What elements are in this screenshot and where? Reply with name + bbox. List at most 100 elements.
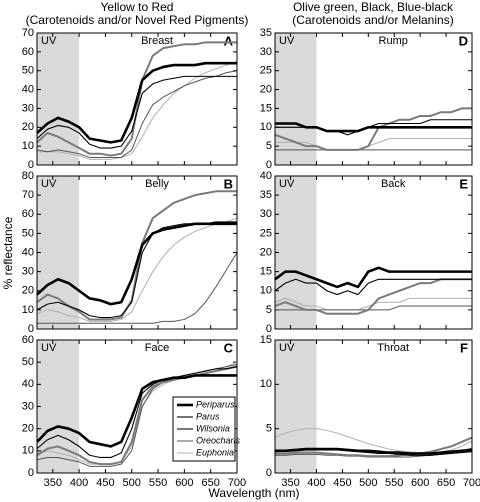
y-tick-label: 20 xyxy=(260,246,272,258)
uv-band xyxy=(37,33,80,165)
y-tick-label: 40 xyxy=(22,378,34,390)
panel-letter: E xyxy=(459,176,468,191)
panel-title: Throat xyxy=(377,342,409,354)
series-line xyxy=(37,252,238,324)
uv-label: UV xyxy=(41,342,57,354)
x-tick-label: 700 xyxy=(228,477,246,489)
panel-letter: F xyxy=(460,340,468,355)
panel-title: Face xyxy=(145,342,169,354)
uv-band xyxy=(37,176,80,329)
series-line xyxy=(274,266,472,289)
y-tick-label: 60 xyxy=(22,208,34,220)
column-title: Olive green, Black, Blue-black xyxy=(293,0,454,14)
x-tick-label: 400 xyxy=(307,477,325,489)
y-tick-label: 5 xyxy=(266,140,272,152)
x-tick-label: 600 xyxy=(175,477,193,489)
x-tick-label: 700 xyxy=(463,477,480,489)
uv-label: UV xyxy=(41,35,57,47)
y-tick-label: 30 xyxy=(260,46,272,58)
x-tick-label: 450 xyxy=(96,477,114,489)
uv-label: UV xyxy=(41,178,57,190)
x-tick-label: 500 xyxy=(359,477,377,489)
panel-letter: B xyxy=(224,176,233,191)
uv-label: UV xyxy=(279,342,295,354)
plot-frame xyxy=(274,339,473,474)
legend-label: Periparus xyxy=(196,399,235,409)
series-line xyxy=(275,447,473,455)
series-line xyxy=(36,366,238,459)
series-line xyxy=(274,107,472,151)
y-tick-label: 10 xyxy=(22,140,34,152)
series-line xyxy=(36,217,238,322)
y-tick-label: 40 xyxy=(260,170,272,182)
panel-letter: D xyxy=(459,33,468,48)
y-tick-label: 50 xyxy=(22,356,34,368)
legend-label: Euphonia xyxy=(196,447,234,457)
x-tick-label: 650 xyxy=(202,477,220,489)
legend-label: Parus xyxy=(196,411,220,421)
y-tick-label: 25 xyxy=(260,227,272,239)
y-tick-label: 50 xyxy=(22,227,34,239)
y-tick-label: 60 xyxy=(22,46,34,58)
x-tick-label: 550 xyxy=(385,477,403,489)
series-line xyxy=(36,61,237,144)
y-tick-label: 0 xyxy=(28,323,34,335)
legend-label: Oreocharis xyxy=(196,435,241,445)
panel-title: Rump xyxy=(379,35,408,47)
x-tick-label: 550 xyxy=(149,477,167,489)
series-line xyxy=(274,278,472,296)
y-tick-label: 5 xyxy=(266,423,272,435)
y-tick-label: 10 xyxy=(22,445,34,457)
series-line xyxy=(36,222,237,306)
x-tick-label: 450 xyxy=(333,477,351,489)
y-tick-label: 40 xyxy=(22,246,34,258)
y-tick-label: 0 xyxy=(28,159,34,171)
y-tick-label: 10 xyxy=(22,304,34,316)
panel-title: Belly xyxy=(145,178,169,190)
series-line xyxy=(36,374,237,448)
series-line xyxy=(36,41,237,157)
series-line xyxy=(36,75,237,149)
y-tick-label: 50 xyxy=(22,65,34,77)
y-tick-label: 15 xyxy=(260,334,272,346)
plot-frame xyxy=(36,339,238,474)
series-line xyxy=(274,278,472,315)
legend-label: Wilsonia xyxy=(196,423,230,433)
column-title: Yellow to Red xyxy=(101,0,174,14)
y-tick-label: 40 xyxy=(22,83,34,95)
y-tick-label: 70 xyxy=(22,189,34,201)
y-tick-label: 80 xyxy=(22,170,34,182)
series-line xyxy=(37,60,238,160)
y-axis-label: % reflectance xyxy=(1,216,15,289)
x-tick-label: 350 xyxy=(281,477,299,489)
series-line xyxy=(275,436,473,458)
y-tick-label: 10 xyxy=(260,378,272,390)
column-title: (Carotenoids and/or Novel Red Pigments) xyxy=(26,13,249,27)
series-line xyxy=(36,365,238,466)
panel-title: Breast xyxy=(141,35,173,47)
y-tick-label: 20 xyxy=(22,423,34,435)
panel-letter: A xyxy=(224,33,234,48)
y-tick-label: 0 xyxy=(28,467,34,479)
y-tick-label: 30 xyxy=(260,208,272,220)
y-tick-label: 70 xyxy=(22,27,34,39)
y-tick-label: 0 xyxy=(266,467,272,479)
y-tick-label: 20 xyxy=(260,83,272,95)
y-tick-label: 10 xyxy=(260,285,272,297)
y-tick-label: 5 xyxy=(266,304,272,316)
y-tick-label: 35 xyxy=(260,27,272,39)
series-line xyxy=(275,138,472,151)
x-tick-label: 500 xyxy=(123,477,141,489)
series-line xyxy=(36,70,238,158)
y-tick-label: 10 xyxy=(260,121,272,133)
y-tick-label: 30 xyxy=(22,400,34,412)
uv-label: UV xyxy=(279,178,295,190)
x-tick-label: 350 xyxy=(44,477,62,489)
x-tick-label: 400 xyxy=(70,477,88,489)
y-tick-label: 20 xyxy=(22,285,34,297)
y-tick-label: 20 xyxy=(22,121,34,133)
y-tick-label: 15 xyxy=(260,102,272,114)
plot-frame xyxy=(36,175,238,330)
plot-frame xyxy=(274,32,473,166)
